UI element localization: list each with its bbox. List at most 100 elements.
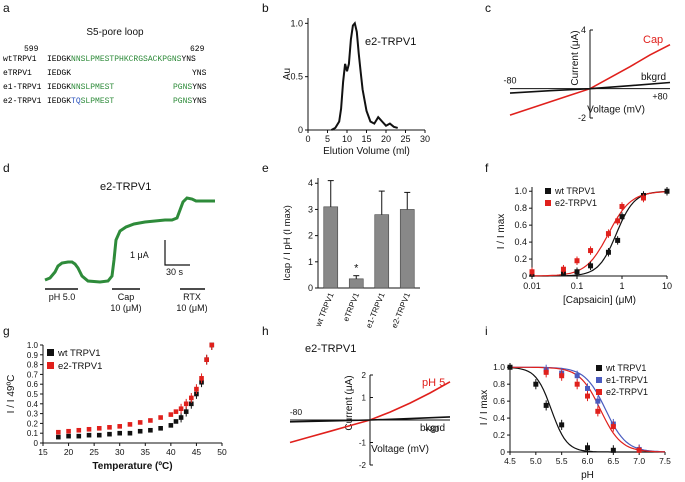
legend-cap: Cap <box>643 34 663 46</box>
data-point <box>533 381 539 387</box>
panel-c: c -2 4 -80 +80 Voltage (mV) Current (μA) Cap bk… <box>485 1 671 123</box>
seq-row-seq: IEDGK <box>47 69 71 78</box>
data-point <box>615 237 621 243</box>
x-tick-label: 10 <box>662 281 672 291</box>
iv-curve <box>289 416 451 423</box>
data-point <box>137 428 143 434</box>
y-tick-label: 0 <box>298 125 303 135</box>
data-point <box>56 434 61 440</box>
bar-category-label: e1-TRPV1 <box>364 291 387 330</box>
seq-row-seq: IEDGKTQSLPMEST <box>47 97 114 106</box>
x-tick-label: 5.5 <box>556 456 568 466</box>
data-point <box>86 432 92 438</box>
legend-marker <box>545 200 551 206</box>
y-tick-label: 3 <box>308 204 313 214</box>
data-point <box>96 426 102 431</box>
panel-g: g 15 20 25 30 35 40 45 50 00.10.20.30.40.50.60.7… <box>3 324 227 472</box>
x-tick-label: 0 <box>305 134 310 144</box>
x-axis-label: [Capsaicin] (μM) <box>563 295 636 306</box>
x-tick-label: 25 <box>400 134 410 144</box>
x-tick-label: 4.5 <box>504 456 516 466</box>
x-tick-label: +80 <box>652 92 667 102</box>
y-tick-label: -1 <box>359 439 367 448</box>
x-tick-label: 0.01 <box>523 281 541 291</box>
x-tick-label: 7.0 <box>633 456 645 466</box>
x-tick-label: 25 <box>89 447 99 457</box>
stim-conc: 10 (μM) <box>176 303 207 313</box>
y-tick-label: 1.0 <box>290 18 303 28</box>
panel-letter-g: g <box>3 324 10 338</box>
data-point <box>585 393 590 399</box>
data-point <box>595 408 601 414</box>
y-tick-label: 1.0 <box>514 186 527 196</box>
x-tick-label: -80 <box>290 407 303 417</box>
legend-marker <box>596 365 602 371</box>
data-point <box>574 381 580 387</box>
y-tick-label: 0.6 <box>514 220 527 230</box>
data-point <box>137 420 143 425</box>
data-point <box>127 422 133 427</box>
x-tick-label: 30 <box>115 447 125 457</box>
x-tick-label: 5.0 <box>530 456 542 466</box>
panel-letter-i: i <box>485 324 488 338</box>
y-tick-label: 0.6 <box>493 396 505 406</box>
data-point <box>183 409 189 414</box>
legend-label: wt TRPV1 <box>57 348 101 359</box>
y-axis-label: I / I 49ºC <box>6 375 17 414</box>
bar <box>399 209 415 289</box>
data-point <box>610 424 616 430</box>
y-tick-label: 0.2 <box>27 419 39 428</box>
y-tick-label: 0.5 <box>27 390 39 399</box>
y-tick-label: 1.0 <box>493 362 505 372</box>
data-point <box>117 430 123 436</box>
seq-row-name: wtTRPV1 <box>3 55 37 64</box>
significance-star: * <box>354 263 359 275</box>
chart-h: -2 -1 1 2 -80 +80 Voltage (mV) Current (μA) pH 5… <box>289 371 451 470</box>
y-axis-label: Current (μA) <box>570 30 581 85</box>
data-point <box>585 445 590 451</box>
legend-bkgrd: bkgrd <box>420 423 445 434</box>
data-point <box>595 398 601 404</box>
bar-category-label: e2-TRPV1 <box>390 291 413 330</box>
x-tick-label: +80 <box>425 424 440 434</box>
data-point <box>107 431 112 437</box>
x-tick-label: 15 <box>38 447 48 457</box>
data-point <box>178 415 184 420</box>
y-tick-label: 1.0 <box>27 341 39 350</box>
y-tick-label: 0.8 <box>493 379 505 389</box>
x-tick-label: 20 <box>64 447 74 457</box>
data-point <box>66 428 71 434</box>
bar-category-label: eTRPV1 <box>341 291 361 323</box>
seq-row-seq: YNS <box>192 69 207 78</box>
data-point <box>615 218 621 224</box>
x-axis-label: Voltage (mV) <box>587 105 645 116</box>
data-point <box>86 426 92 432</box>
x-tick-label: 10 <box>342 134 352 144</box>
bar-category-label: wt TRPV1 <box>313 291 335 329</box>
data-point <box>636 447 642 453</box>
data-point <box>183 401 189 407</box>
data-point <box>605 249 611 255</box>
y-tick-label: 0.4 <box>493 413 505 423</box>
y-tick-label: 4 <box>308 178 313 188</box>
x-tick-label: 6.0 <box>582 456 594 466</box>
x-tick-label: -80 <box>503 76 516 86</box>
data-point <box>173 409 179 414</box>
y-axis-label: I / I max <box>479 390 490 426</box>
data-point <box>127 430 133 436</box>
legend-label: wt TRPV1 <box>605 363 646 373</box>
data-point <box>619 203 625 209</box>
legend-marker <box>545 188 551 194</box>
data-point <box>168 423 174 428</box>
y-tick-label: 2 <box>362 371 367 380</box>
stim-conc: 10 (μM) <box>110 303 141 313</box>
data-point <box>96 432 102 438</box>
data-point <box>585 385 590 391</box>
panel-i: i 4.5 5.0 5.5 6.0 6.5 7.0 7.5 0 0.2 0.4 0.6 0.8 1.0 p… <box>479 324 671 481</box>
data-point <box>117 424 123 429</box>
y-tick-label: 0.9 <box>27 351 39 360</box>
bar <box>348 278 364 289</box>
chart-f: 0.01 0.1 1 10 0 0.2 0.4 0.6 0.8 1.0 [Capsaicin] (μ… <box>496 186 672 306</box>
scale-bar <box>164 240 190 266</box>
